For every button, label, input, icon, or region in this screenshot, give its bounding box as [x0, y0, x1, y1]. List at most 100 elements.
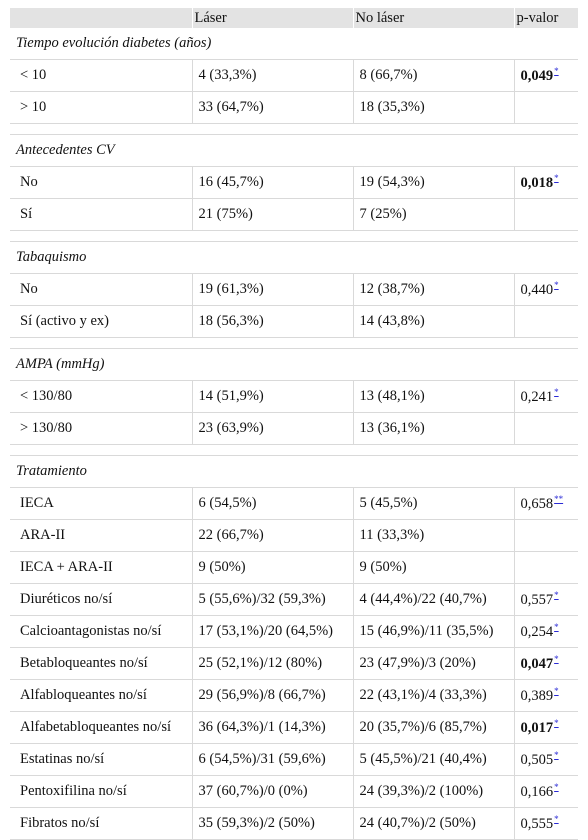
laser-value: 37 (60,7%)/0 (0%) [192, 775, 354, 808]
table-row: < 130/80 14 (51,9%) 13 (48,1%) 0,241* [10, 380, 578, 413]
footnote-link[interactable]: * [554, 750, 559, 761]
no-laser-value: 22 (43,1%)/4 (33,3%) [353, 679, 515, 712]
footnote-link[interactable]: * [554, 686, 559, 697]
row-label: IECA + ARA-II [10, 551, 193, 584]
row-label: IECA [10, 487, 193, 520]
no-laser-value: 14 (43,8%) [353, 305, 515, 338]
table-row: < 10 4 (33,3%) 8 (66,7%) 0,049* [10, 59, 578, 92]
spacer-cell [10, 230, 578, 242]
laser-value: 21 (75%) [192, 198, 354, 231]
section-spacer [10, 230, 578, 242]
no-laser-value: 13 (36,1%) [353, 412, 515, 445]
laser-value: 18 (56,3%) [192, 305, 354, 338]
laser-value: 36 (64,3%)/1 (14,3%) [192, 711, 354, 744]
p-value: 0,049 [520, 67, 554, 84]
laser-value: 25 (52,1%)/12 (80%) [192, 647, 354, 680]
p-value-cell: 0,389* [514, 679, 578, 712]
p-value-cell [514, 551, 578, 584]
row-label: Sí (activo y ex) [10, 305, 193, 338]
table-row: No 19 (61,3%) 12 (38,7%) 0,440* [10, 273, 578, 306]
p-value: 0,389 [520, 687, 554, 704]
p-value: 0,557 [520, 591, 554, 608]
footnote-link[interactable]: * [554, 622, 559, 633]
p-value-cell: 0,505* [514, 743, 578, 776]
no-laser-value: 20 (35,7%)/6 (85,7%) [353, 711, 515, 744]
row-label: Sí [10, 198, 193, 231]
p-value: 0,017 [520, 719, 554, 736]
laser-value: 5 (55,6%)/32 (59,3%) [192, 583, 354, 616]
p-value-cell [514, 519, 578, 552]
footnote-link[interactable]: * [554, 173, 559, 184]
no-laser-value: 12 (38,7%) [353, 273, 515, 306]
no-laser-value: 19 (54,3%) [353, 166, 515, 199]
p-value: 0,658 [520, 495, 554, 512]
row-label: Pentoxifilina no/sí [10, 775, 193, 808]
footnote-link[interactable]: * [554, 66, 559, 77]
section-spacer [10, 444, 578, 456]
laser-value: 23 (63,9%) [192, 412, 354, 445]
footnote-link[interactable]: * [554, 590, 559, 601]
no-laser-value: 13 (48,1%) [353, 380, 515, 413]
spacer-cell [10, 337, 578, 349]
no-laser-value: 4 (44,4%)/22 (40,7%) [353, 583, 515, 616]
table-row: Sí (activo y ex) 18 (56,3%) 14 (43,8%) [10, 305, 578, 338]
p-value-cell: 0,254* [514, 615, 578, 648]
p-value: 0,047 [520, 655, 554, 672]
row-label: No [10, 273, 193, 306]
row-label: Alfabetabloqueantes no/sí [10, 711, 193, 744]
table-row: IECA + ARA-II 9 (50%) 9 (50%) [10, 551, 578, 584]
p-value-cell [514, 305, 578, 338]
p-value-cell: 0,241* [514, 380, 578, 413]
table-row: No 16 (45,7%) 19 (54,3%) 0,018* [10, 166, 578, 199]
p-value-cell [514, 198, 578, 231]
no-laser-value: 9 (50%) [353, 551, 515, 584]
no-laser-value: 24 (40,7%)/2 (50%) [353, 807, 515, 840]
p-value-cell: 0,555* [514, 807, 578, 840]
laser-value: 33 (64,7%) [192, 91, 354, 124]
footnote-link[interactable]: * [554, 718, 559, 729]
row-label: No [10, 166, 193, 199]
footnote-link[interactable]: * [554, 280, 559, 291]
p-value-cell: 0,166* [514, 775, 578, 808]
table-row: ARA-II 22 (66,7%) 11 (33,3%) [10, 519, 578, 552]
header-row: Láser No láser p-valor [10, 8, 579, 28]
laser-value: 22 (66,7%) [192, 519, 354, 552]
footnote-link[interactable]: * [554, 782, 559, 793]
no-laser-value: 5 (45,5%)/21 (40,4%) [353, 743, 515, 776]
table-row: IECA 6 (54,5%) 5 (45,5%) 0,658** [10, 487, 578, 520]
table-row: Pentoxifilina no/sí 37 (60,7%)/0 (0%) 24 (… [10, 775, 578, 808]
p-value-cell: 0,049* [514, 59, 578, 92]
row-label: Alfabloqueantes no/sí [10, 679, 193, 712]
p-value: 0,440 [520, 281, 554, 298]
laser-value: 14 (51,9%) [192, 380, 354, 413]
laser-value: 6 (54,5%) [192, 487, 354, 520]
section-spacer [10, 123, 578, 135]
section-header-row: Tratamiento [10, 455, 578, 488]
no-laser-value: 18 (35,3%) [353, 91, 515, 124]
footnote-link[interactable]: * [554, 387, 559, 398]
table-row: Estatinas no/sí 6 (54,5%)/31 (59,6%) 5 (45… [10, 743, 578, 776]
table-row: Diuréticos no/sí 5 (55,6%)/32 (59,3%) 4 (4… [10, 583, 578, 616]
no-laser-value: 11 (33,3%) [353, 519, 515, 552]
footnote-link[interactable]: * [554, 654, 559, 665]
p-value-cell: 0,440* [514, 273, 578, 306]
footnote-link[interactable]: ** [554, 494, 564, 505]
table-row: Alfabetabloqueantes no/sí 36 (64,3%)/1 (1… [10, 711, 578, 744]
section-title: Tratamiento [10, 455, 578, 488]
p-value-cell: 0,017* [514, 711, 578, 744]
section-title: Antecedentes CV [10, 134, 578, 167]
header-p-value: p-valor [514, 8, 579, 28]
header-no-laser: No láser [353, 8, 515, 28]
section-header-row: AMPA (mmHg) [10, 348, 578, 381]
laser-value: 35 (59,3%)/2 (50%) [192, 807, 354, 840]
p-value: 0,254 [520, 623, 554, 640]
footnote-link[interactable]: * [554, 814, 559, 825]
section-spacer [10, 337, 578, 349]
no-laser-value: 8 (66,7%) [353, 59, 515, 92]
results-table: Láser No láser p-valor Tiempo evolución … [10, 8, 579, 840]
table-header: Láser No láser p-valor [10, 8, 579, 28]
row-label: > 130/80 [10, 412, 193, 445]
p-value-cell [514, 412, 578, 445]
table-row: > 10 33 (64,7%) 18 (35,3%) [10, 91, 578, 124]
p-value-cell [514, 91, 578, 124]
